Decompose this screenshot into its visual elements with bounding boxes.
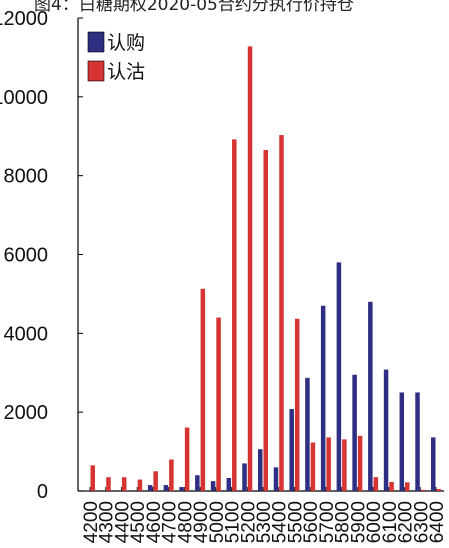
x-tick-label: 5700	[317, 501, 338, 543]
y-axis: 0 2000 4000 6000 8000 10000 12000	[0, 8, 83, 503]
legend-swatch	[87, 31, 105, 53]
bar-call	[368, 301, 373, 491]
x-tick-label: 4600	[144, 501, 165, 543]
legend-swatch	[87, 60, 105, 82]
bar-put	[389, 481, 394, 491]
x-tick-label: 5800	[333, 501, 354, 543]
legend-label: 认沽	[107, 61, 145, 83]
legend-label: 认购	[107, 32, 145, 54]
bar-put	[137, 479, 143, 491]
bar-put	[279, 135, 284, 491]
bar-call	[289, 409, 294, 491]
x-tick-label: 5400	[270, 501, 291, 543]
x-tick-label: 4700	[160, 501, 181, 543]
x-tick-label: 5300	[254, 501, 275, 543]
bar-call	[163, 485, 169, 491]
x-tick-label: 6200	[396, 501, 417, 543]
bar-call	[242, 463, 247, 491]
bar-put	[121, 477, 127, 491]
bar-put	[420, 489, 426, 491]
bar-put	[247, 46, 253, 491]
x-tick-label: 4800	[175, 501, 196, 543]
bar-call	[320, 305, 326, 491]
x-tick-label: 6100	[380, 501, 401, 543]
bar-call	[336, 262, 342, 491]
bar-call	[415, 392, 420, 491]
bar-call	[210, 481, 216, 491]
y-tick-label: 12000	[0, 8, 48, 30]
bar-put	[342, 439, 347, 491]
x-tick-label: 5600	[301, 501, 322, 543]
x-tick-label: 4300	[97, 501, 118, 543]
bar-call	[305, 377, 310, 491]
x-axis: 4200430044004500460047004800490050005100…	[78, 487, 448, 543]
bar-call	[147, 485, 153, 491]
bar-put	[216, 317, 221, 491]
x-tick-label: 5500	[285, 501, 306, 543]
bar-put	[153, 471, 158, 491]
bar-call	[273, 467, 279, 491]
x-tick-label: 5200	[238, 501, 259, 543]
y-tick-label: 0	[37, 481, 48, 503]
bar-put	[200, 288, 206, 491]
bar-put	[90, 465, 95, 491]
y-tick-label: 6000	[4, 245, 49, 267]
bar-put	[294, 318, 300, 491]
y-tick-label: 10000	[0, 87, 48, 109]
y-tick-label: 2000	[4, 402, 49, 424]
x-tick-label: 5900	[348, 501, 369, 543]
bar-call	[399, 392, 405, 491]
bar-put	[232, 139, 237, 492]
bar-put	[436, 489, 441, 491]
x-tick-label: 6000	[364, 501, 385, 543]
bar-call	[431, 437, 436, 491]
bar-put	[373, 477, 379, 491]
bar-put	[184, 427, 190, 491]
bar-call	[226, 477, 232, 491]
y-tick-label: 8000	[4, 166, 49, 188]
x-tick-label: 5000	[207, 501, 228, 543]
bar-call	[195, 475, 200, 491]
bar-call	[383, 369, 389, 491]
x-tick-label: 4500	[128, 501, 149, 543]
bar-put	[310, 442, 316, 491]
bar-put	[326, 437, 331, 491]
bar-put	[106, 477, 111, 491]
chart-title: 图4：白糖期权2020-05合约分执行价持仓	[34, 0, 354, 15]
x-tick-label: 6400	[427, 501, 448, 543]
bar-put	[357, 435, 363, 491]
bar-call	[352, 374, 357, 491]
x-tick-label: 4400	[112, 501, 133, 543]
y-tick-label: 4000	[4, 323, 49, 345]
x-tick-label: 5100	[223, 501, 244, 543]
x-tick-label: 4200	[81, 501, 102, 543]
x-tick-label: 4900	[191, 501, 212, 543]
bars	[85, 46, 441, 492]
bar-call	[179, 487, 184, 491]
bar-put	[263, 150, 268, 491]
bar-put	[169, 459, 174, 491]
bar-call	[258, 449, 263, 491]
x-tick-label: 6300	[411, 501, 432, 543]
bar-put	[405, 482, 410, 491]
